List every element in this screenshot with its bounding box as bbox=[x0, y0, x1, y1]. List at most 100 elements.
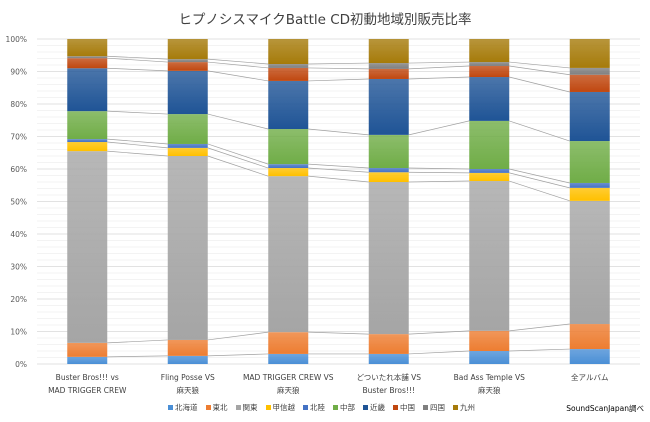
series-line bbox=[509, 172, 570, 189]
bar-segment-近畿 bbox=[469, 77, 510, 121]
series-line bbox=[107, 150, 168, 157]
y-tick-label: 50% bbox=[10, 198, 27, 207]
series-line bbox=[408, 171, 470, 174]
bar-segment-甲信越 bbox=[67, 142, 108, 152]
series-line bbox=[107, 141, 168, 149]
series-line bbox=[308, 67, 369, 70]
bar-segment-四国 bbox=[167, 59, 208, 63]
x-category-label: MAD TRIGGER CREW bbox=[48, 386, 127, 395]
series-line bbox=[107, 138, 168, 145]
series-line bbox=[107, 67, 168, 72]
series-line bbox=[308, 78, 369, 82]
legend-item: 東北 bbox=[205, 402, 228, 413]
legend-swatch bbox=[303, 405, 308, 410]
legend-item: 北陸 bbox=[303, 402, 325, 413]
bar-segment-中国 bbox=[268, 67, 309, 81]
legend-label: 四国 bbox=[430, 403, 445, 412]
bar-segment-北陸 bbox=[268, 164, 309, 169]
bar-segment-東北 bbox=[569, 324, 610, 350]
series-line bbox=[308, 167, 369, 173]
bar-segment-中国 bbox=[67, 58, 108, 69]
series-line bbox=[308, 163, 369, 169]
series-line bbox=[408, 61, 470, 64]
legend-swatch bbox=[168, 405, 173, 410]
y-tick-label: 40% bbox=[10, 230, 27, 239]
bar-segment-四国 bbox=[569, 67, 610, 75]
series-line bbox=[408, 120, 470, 136]
bar-segment-北海道 bbox=[167, 355, 208, 364]
series-line bbox=[207, 61, 269, 69]
bar-segment-四国 bbox=[368, 63, 409, 69]
series-line bbox=[308, 331, 369, 335]
y-tick-label: 0% bbox=[15, 360, 27, 369]
series-line bbox=[509, 65, 570, 76]
series-line bbox=[107, 339, 168, 344]
bar-segment-北陸 bbox=[67, 139, 108, 143]
series-line bbox=[107, 57, 168, 63]
bar-segment-北海道 bbox=[569, 349, 610, 364]
bar-segment-甲信越 bbox=[268, 168, 309, 177]
legend-item: 甲信越 bbox=[265, 402, 295, 413]
bar-segment-中国 bbox=[167, 62, 208, 71]
legend: 北海道 東北 関東 甲信越 北陸 中部 近畿 中国 四国 九州 bbox=[168, 402, 475, 413]
series-line bbox=[408, 76, 470, 80]
bar-segment-北海道 bbox=[67, 356, 108, 364]
bar-segment-東北 bbox=[368, 334, 409, 354]
bar-segment-甲信越 bbox=[368, 172, 409, 182]
bar-segment-関東 bbox=[67, 151, 108, 343]
series-line bbox=[509, 120, 570, 142]
bar-segment-九州 bbox=[67, 39, 108, 57]
legend-label: 東北 bbox=[212, 403, 228, 412]
legend-item: 中国 bbox=[393, 402, 415, 413]
bar-segment-中部 bbox=[469, 120, 510, 169]
bar-segment-九州 bbox=[368, 39, 409, 64]
bar-segment-東北 bbox=[268, 332, 309, 354]
bar-segment-北陸 bbox=[469, 169, 510, 173]
bar-segment-近畿 bbox=[569, 91, 610, 142]
bar-segment-中国 bbox=[569, 74, 610, 92]
bar-segment-中部 bbox=[268, 129, 309, 165]
legend-label: 中部 bbox=[340, 403, 355, 412]
x-category-label: Bad Ass Temple VS bbox=[454, 373, 525, 382]
legend-swatch bbox=[205, 405, 211, 410]
bar-segment-関東 bbox=[569, 200, 610, 325]
series-line bbox=[408, 330, 470, 335]
bar-segment-近畿 bbox=[268, 80, 309, 130]
bar-segment-北海道 bbox=[469, 351, 510, 364]
series-line bbox=[107, 355, 168, 358]
bar-segment-東北 bbox=[167, 339, 208, 356]
bar-segment-北海道 bbox=[268, 353, 309, 364]
legend-swatch bbox=[453, 405, 458, 410]
bar-segment-近畿 bbox=[167, 70, 208, 115]
bar-segment-関東 bbox=[469, 181, 510, 331]
legend-label: 北陸 bbox=[310, 403, 325, 412]
x-category-label: 麻天狼 bbox=[277, 385, 300, 395]
series-line bbox=[509, 61, 570, 69]
y-tick-label: 90% bbox=[10, 68, 27, 77]
legend-label: 中国 bbox=[400, 403, 415, 412]
bar-segment-近畿 bbox=[67, 68, 108, 112]
bar-segment-四国 bbox=[67, 56, 108, 59]
bar-segment-関東 bbox=[268, 176, 309, 333]
series-line bbox=[207, 155, 269, 177]
legend-label: 近畿 bbox=[370, 403, 385, 412]
bar-segment-中部 bbox=[67, 111, 108, 140]
bar-segment-九州 bbox=[469, 39, 510, 63]
series-line bbox=[408, 167, 470, 170]
series-line bbox=[207, 143, 269, 165]
series-line bbox=[207, 353, 269, 357]
bar-segment-東北 bbox=[67, 342, 108, 357]
series-line bbox=[509, 168, 570, 184]
bar-segment-関東 bbox=[368, 182, 409, 335]
series-line bbox=[207, 58, 269, 65]
x-category-label: Buster Bros!!! bbox=[363, 386, 415, 395]
bar-segment-中部 bbox=[569, 141, 610, 183]
x-category-label: 麻天狼 bbox=[478, 385, 501, 395]
legend-swatch bbox=[333, 405, 338, 410]
bar-segment-九州 bbox=[268, 39, 309, 65]
bar-segment-北陸 bbox=[167, 143, 208, 148]
legend-item: 中部 bbox=[333, 402, 355, 413]
bar-segment-中部 bbox=[167, 114, 208, 144]
series-line bbox=[308, 175, 369, 183]
series-line bbox=[509, 180, 570, 202]
